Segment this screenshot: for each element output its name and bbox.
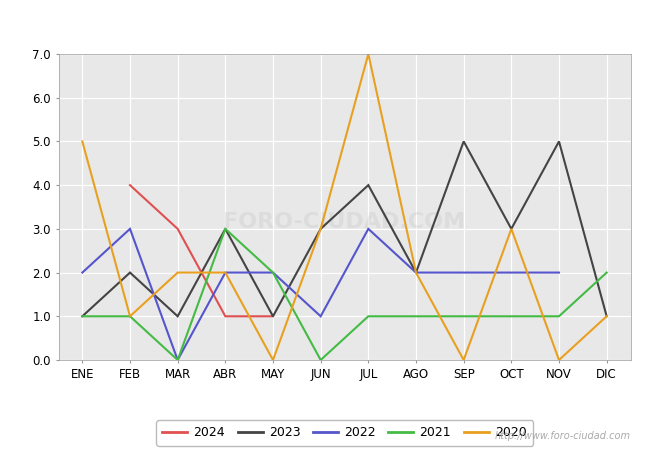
Legend: 2024, 2023, 2022, 2021, 2020: 2024, 2023, 2022, 2021, 2020: [156, 420, 533, 446]
Text: http://www.foro-ciudad.com: http://www.foro-ciudad.com: [495, 431, 630, 441]
Text: FORO-CIUDAD.COM: FORO-CIUDAD.COM: [224, 212, 465, 232]
Text: Matriculaciones de Vehículos en Almáchar: Matriculaciones de Vehículos en Almáchar: [144, 13, 506, 28]
